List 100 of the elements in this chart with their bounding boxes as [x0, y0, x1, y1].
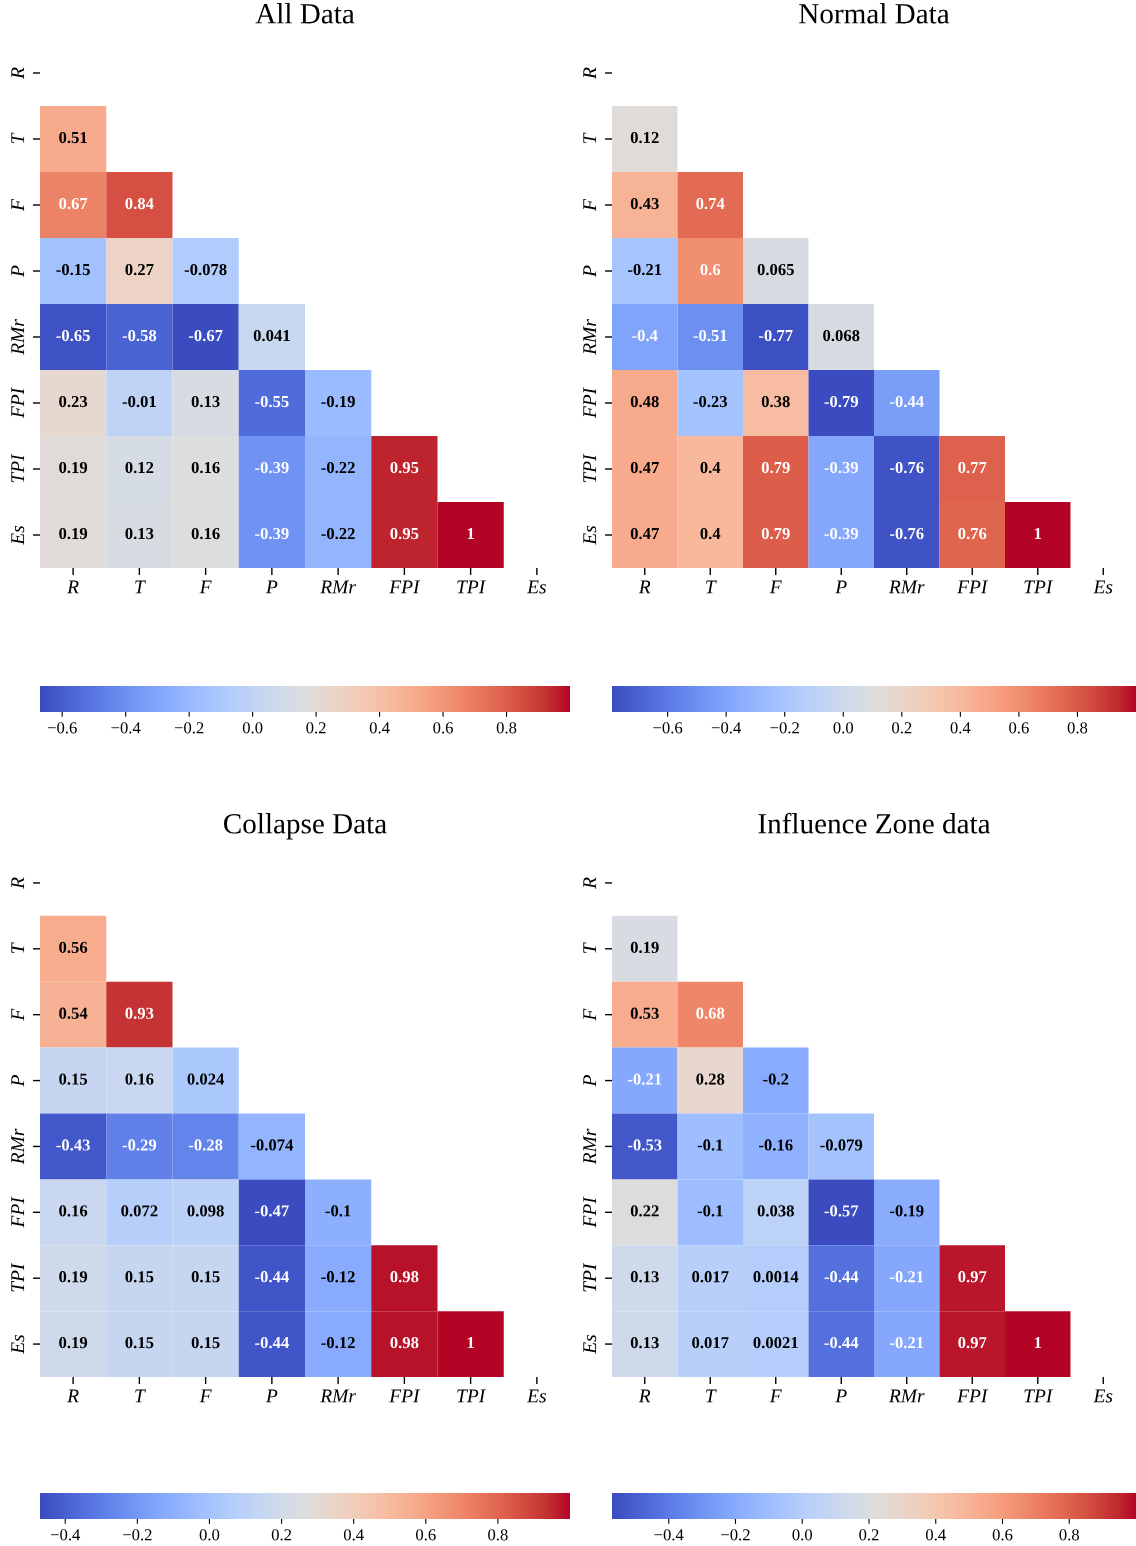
data-label: 0.017	[692, 1271, 729, 1283]
data-label: 0.038	[757, 1205, 794, 1217]
data-label: -0.1	[697, 1205, 723, 1217]
data-label: 0.84	[125, 197, 154, 210]
y-tick-label: TPI	[583, 453, 597, 483]
x-tick-label: F	[769, 1389, 782, 1403]
data-label: -0.19	[321, 395, 355, 408]
data-label: -0.01	[122, 395, 156, 408]
chart-title: Collapse Data	[223, 813, 387, 840]
data-label: -0.39	[255, 527, 289, 540]
x-tick-label: FPI	[389, 580, 421, 594]
color-bar-label: 0.0	[242, 722, 263, 734]
x-tick-label: Es	[1093, 580, 1113, 594]
x-tick-label: P	[835, 580, 847, 594]
data-label: -0.21	[890, 1271, 924, 1283]
y-tick-label: T	[11, 132, 25, 144]
y-tick-label: TPI	[11, 1262, 25, 1292]
y-tick-label: RMr	[583, 1128, 597, 1165]
y-tick-label: Es	[583, 525, 597, 545]
data-label: -0.76	[890, 527, 924, 540]
data-label: -0.1	[697, 1139, 723, 1151]
color-bar-label: 0.4	[369, 722, 390, 734]
y-tick-label: FPI	[11, 1196, 25, 1228]
y-tick-label: F	[11, 198, 25, 212]
data-label: -0.39	[824, 461, 859, 474]
data-label: 0.15	[125, 1336, 154, 1349]
data-label: -0.21	[628, 263, 662, 276]
data-label: 0.54	[59, 1007, 88, 1019]
data-label: -0.39	[255, 461, 289, 474]
y-tick-label: FPI	[583, 1196, 597, 1228]
x-tick-label: TPI	[1024, 1389, 1054, 1403]
data-label: 0.93	[125, 1007, 154, 1019]
color-bar-label: −0.2	[770, 722, 799, 734]
data-label: -0.57	[824, 1205, 859, 1217]
data-label: 1	[1034, 528, 1042, 540]
data-label: 0.13	[191, 395, 220, 408]
x-tick-label: R	[638, 580, 651, 594]
x-tick-label: Es	[526, 1389, 547, 1403]
data-label: -0.2	[763, 1073, 789, 1085]
data-label: -0.53	[628, 1139, 662, 1151]
data-label: 0.16	[191, 461, 220, 474]
data-label: 0.56	[59, 941, 88, 954]
data-label: -0.21	[628, 1073, 662, 1085]
data-label: 0.16	[191, 527, 220, 540]
x-tick-label: Es	[526, 580, 547, 594]
data-label: -0.16	[759, 1139, 793, 1151]
data-label: -0.22	[321, 461, 355, 474]
x-tick-label: TPI	[1024, 580, 1054, 594]
y-tick-label: P	[11, 1075, 25, 1087]
data-label: 1	[467, 528, 474, 540]
data-label: 0.065	[757, 263, 794, 276]
color-bar-label: −0.2	[721, 1529, 750, 1541]
data-label: 0.51	[59, 131, 87, 144]
data-label: -0.4	[632, 329, 658, 342]
data-label: 0.041	[253, 329, 290, 342]
data-label: 0.98	[390, 1271, 419, 1283]
data-label: 0.15	[59, 1073, 88, 1085]
y-tick-label: T	[11, 942, 25, 953]
y-tick-label: Es	[11, 1334, 25, 1355]
x-tick-label: FPI	[957, 580, 989, 594]
data-label: 0.95	[390, 527, 419, 540]
color-bar-label: 0.4	[925, 1529, 946, 1541]
data-label: -0.44	[824, 1336, 859, 1349]
data-label: -0.47	[255, 1205, 289, 1217]
data-label: -0.28	[188, 1139, 223, 1151]
data-label: -0.44	[824, 1271, 859, 1283]
color-bar-label: 0.2	[859, 1529, 879, 1541]
data-label: -0.67	[188, 329, 223, 342]
x-tick-label: TPI	[457, 580, 486, 594]
data-label: 0.4	[700, 527, 721, 540]
chart-title: All Data	[255, 3, 355, 24]
color-bar-label: 0.4	[950, 722, 971, 734]
chart-title: Normal Data	[799, 3, 950, 24]
x-tick-label: R	[67, 1389, 79, 1403]
data-label: -0.39	[824, 527, 859, 540]
x-tick-label: F	[769, 580, 782, 594]
x-tick-label: FPI	[389, 1389, 421, 1403]
y-tick-label: F	[583, 1008, 597, 1021]
x-tick-label: P	[265, 1389, 278, 1403]
x-tick-label: RMr	[320, 1389, 356, 1403]
color-bar-label: 0.6	[416, 1529, 436, 1541]
color-bar-label: 0.8	[496, 722, 517, 734]
data-label: -0.44	[255, 1271, 289, 1283]
data-label: -0.23	[693, 395, 728, 408]
x-tick-label: RMr	[888, 580, 925, 594]
data-label: 0.16	[125, 1073, 154, 1085]
data-label: 0.13	[125, 527, 154, 540]
data-label: -0.76	[890, 461, 924, 474]
color-bar-label: 0.2	[892, 722, 912, 734]
data-label: 0.68	[696, 1007, 725, 1019]
data-label: 0.13	[630, 1271, 659, 1283]
data-label: 0.23	[59, 395, 88, 408]
color-bar-label: 0.4	[343, 1529, 364, 1541]
y-tick-label: T	[583, 132, 597, 144]
color-bar-label: 0.8	[488, 1529, 508, 1541]
color-bar-label: 0.0	[199, 1529, 220, 1541]
x-tick-label: FPI	[957, 1389, 989, 1403]
x-tick-label: T	[706, 1389, 717, 1403]
y-tick-label: F	[11, 1008, 25, 1021]
color-bar-label: 0.6	[992, 1529, 1013, 1541]
